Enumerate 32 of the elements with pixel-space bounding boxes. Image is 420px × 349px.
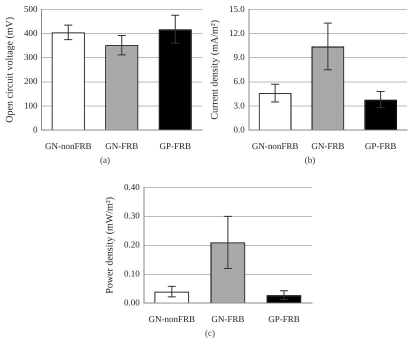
- y-tick-label: 0.10: [124, 268, 140, 279]
- text: (c): [204, 328, 216, 338]
- x-tick-label: GN-FRB: [211, 314, 244, 324]
- y-tick-label: 0.0: [234, 124, 246, 135]
- y-axis-title: Current density (mA/m²): [210, 20, 221, 120]
- x-tick-label: GN-FRB: [105, 140, 138, 151]
- y-tick-label: 0.40: [124, 182, 140, 192]
- y-tick-label: 12.0: [229, 28, 246, 38]
- x-tick-label: GP-FRB: [364, 140, 396, 151]
- x-tick-label: GN-nonFRB: [44, 140, 92, 151]
- text: (a): [99, 155, 111, 165]
- text: (b): [304, 155, 316, 165]
- x-tick-label: GN-FRB: [311, 140, 344, 151]
- y-tick-label: 400: [24, 28, 38, 38]
- y-tick-label: 0.20: [124, 240, 140, 250]
- y-tick-label: 200: [24, 76, 38, 86]
- x-tick-label: GN-nonFRB: [148, 314, 196, 324]
- y-axis-title: Power density (mW/m²): [104, 196, 116, 294]
- y-tick-label: 100: [24, 100, 38, 110]
- y-tick-label: 0: [33, 124, 38, 135]
- y-tick-label: 300: [24, 52, 38, 62]
- y-tick-label: 9.0: [234, 52, 246, 62]
- y-tick-label: 6.0: [234, 76, 246, 86]
- y-tick-label: 0.30: [124, 210, 140, 221]
- x-tick-label: GP-FRB: [159, 140, 192, 151]
- y-tick-label: 3.0: [234, 100, 246, 110]
- y-tick-label: 500: [24, 4, 38, 14]
- x-tick-label: GP-FRB: [268, 314, 300, 324]
- y-tick-label: 15.0: [229, 4, 246, 14]
- x-tick-label: GN-nonFRB: [252, 140, 298, 151]
- y-axis-title: Open circuit voltage (mV): [4, 16, 16, 123]
- y-tick-label: 0.00: [124, 298, 140, 308]
